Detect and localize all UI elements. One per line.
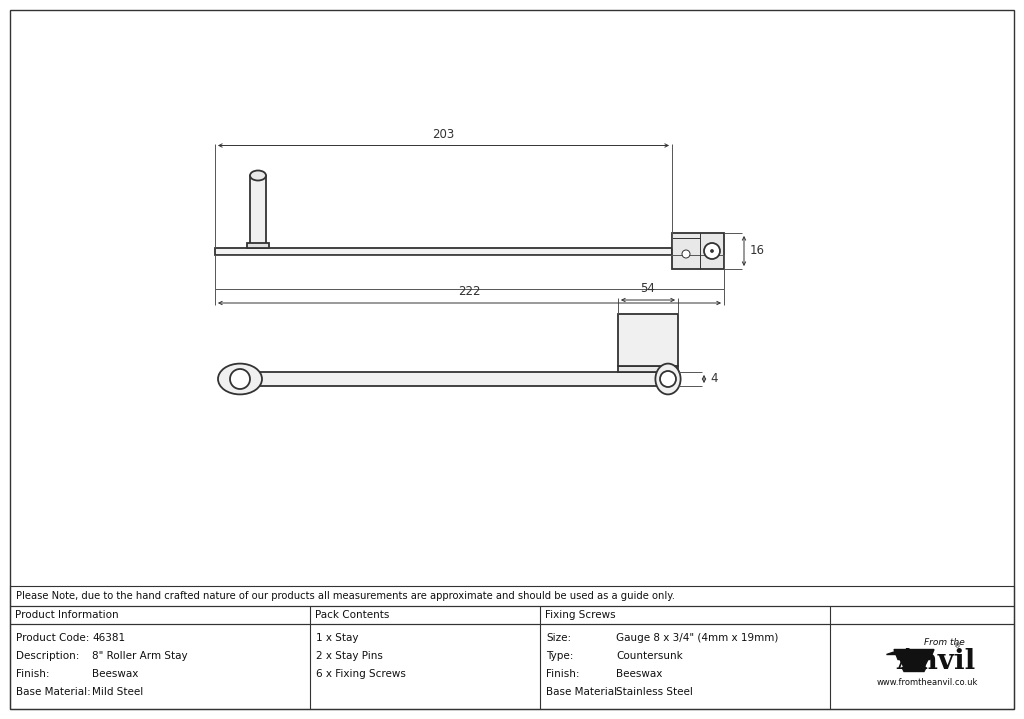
Text: From the: From the	[924, 638, 965, 647]
Ellipse shape	[250, 170, 266, 180]
Text: Size:: Size:	[546, 633, 571, 643]
Text: 222: 222	[459, 285, 480, 298]
Circle shape	[682, 250, 690, 258]
Text: 1 x Stay: 1 x Stay	[316, 633, 358, 643]
Circle shape	[711, 249, 714, 252]
Bar	[215, 247, 672, 255]
Text: 54: 54	[641, 282, 655, 295]
Bar	[240, 372, 670, 386]
Ellipse shape	[655, 364, 681, 395]
Text: 6 x Fixing Screws: 6 x Fixing Screws	[316, 669, 406, 679]
Polygon shape	[902, 667, 926, 672]
Bar	[672, 233, 724, 269]
Text: 2 x Stay Pins: 2 x Stay Pins	[316, 651, 383, 661]
Text: Base Material:: Base Material:	[16, 687, 91, 697]
Polygon shape	[886, 649, 898, 654]
Polygon shape	[894, 649, 934, 659]
Text: www.fromtheanvil.co.uk: www.fromtheanvil.co.uk	[877, 678, 978, 687]
Circle shape	[230, 369, 250, 389]
Polygon shape	[900, 659, 928, 667]
Text: Finish:: Finish:	[16, 669, 49, 679]
Bar	[250, 175, 266, 247]
Text: Finish:: Finish:	[546, 669, 580, 679]
Text: Stainless Steel: Stainless Steel	[616, 687, 693, 697]
Bar	[247, 242, 269, 247]
Text: 46381: 46381	[92, 633, 125, 643]
Text: Please Note, due to the hand crafted nature of our products all measurements are: Please Note, due to the hand crafted nat…	[16, 591, 675, 601]
Text: 8" Roller Arm Stay: 8" Roller Arm Stay	[92, 651, 187, 661]
Bar	[10, 624, 1014, 709]
Text: Product Information: Product Information	[15, 610, 119, 620]
Text: 203: 203	[432, 127, 455, 140]
Bar	[618, 314, 678, 366]
Text: ®: ®	[954, 644, 962, 649]
Text: Gauge 8 x 3/4" (4mm x 19mm): Gauge 8 x 3/4" (4mm x 19mm)	[616, 633, 778, 643]
Text: Beeswax: Beeswax	[92, 669, 138, 679]
Bar	[10, 586, 1014, 606]
Text: Anvil: Anvil	[896, 648, 976, 675]
Bar	[618, 366, 678, 372]
Text: Type:: Type:	[546, 651, 573, 661]
Text: Countersunk: Countersunk	[616, 651, 683, 661]
Circle shape	[660, 371, 676, 387]
Text: Mild Steel: Mild Steel	[92, 687, 143, 697]
Text: Base Material:: Base Material:	[546, 687, 621, 697]
Text: Fixing Screws: Fixing Screws	[545, 610, 615, 620]
Text: 4: 4	[710, 372, 718, 385]
Circle shape	[705, 243, 720, 259]
Text: 16: 16	[750, 244, 765, 257]
Text: Beeswax: Beeswax	[616, 669, 663, 679]
Bar	[10, 606, 1014, 624]
Bar	[215, 255, 724, 289]
Text: Description:: Description:	[16, 651, 80, 661]
Ellipse shape	[218, 364, 262, 395]
Text: Pack Contents: Pack Contents	[315, 610, 389, 620]
Text: Product Code:: Product Code:	[16, 633, 89, 643]
